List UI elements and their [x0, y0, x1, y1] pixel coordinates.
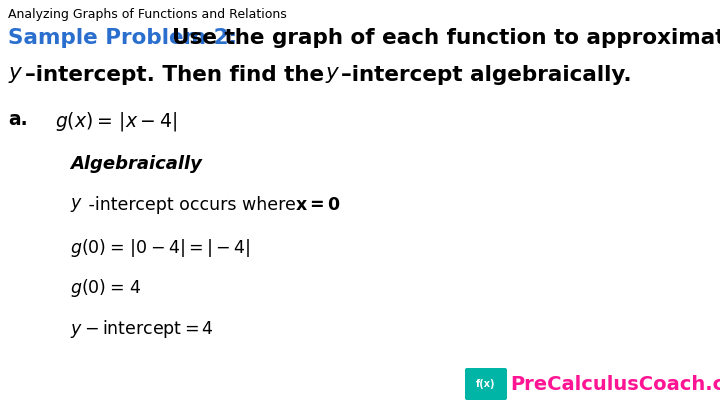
- Text: Algebraically: Algebraically: [70, 155, 202, 173]
- Text: $\mathbf{x = 0}$: $\mathbf{x = 0}$: [295, 196, 341, 214]
- Text: $g(0) = \,4$: $g(0) = \,4$: [70, 277, 142, 299]
- Text: Analyzing Graphs of Functions and Relations: Analyzing Graphs of Functions and Relati…: [8, 8, 287, 21]
- FancyBboxPatch shape: [465, 368, 507, 400]
- Text: PreCalculusCoach.com: PreCalculusCoach.com: [510, 375, 720, 394]
- Text: $g(0) = \,|0 - 4| = |-4|$: $g(0) = \,|0 - 4| = |-4|$: [70, 237, 251, 259]
- Text: –intercept algebraically.: –intercept algebraically.: [341, 65, 631, 85]
- Text: $g(x) = \,|x - 4|$: $g(x) = \,|x - 4|$: [55, 110, 177, 133]
- Text: –intercept. Then find the: –intercept. Then find the: [25, 65, 332, 85]
- Text: Sample Problem 2:: Sample Problem 2:: [8, 28, 237, 48]
- Text: f(x): f(x): [476, 379, 496, 389]
- Text: Use the graph of each function to approximate  its: Use the graph of each function to approx…: [172, 28, 720, 48]
- Text: $y$: $y$: [325, 65, 341, 85]
- Text: $y - \mathrm{intercept} = 4$: $y - \mathrm{intercept} = 4$: [70, 318, 214, 340]
- Text: $y$: $y$: [8, 65, 24, 85]
- Text: -intercept occurs where: -intercept occurs where: [83, 196, 302, 214]
- Text: $y$: $y$: [70, 196, 83, 214]
- Text: a.: a.: [8, 110, 27, 129]
